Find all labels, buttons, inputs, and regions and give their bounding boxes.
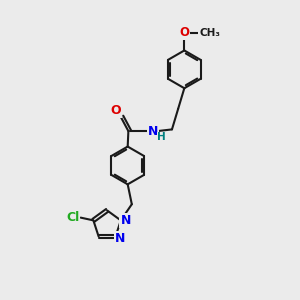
Text: H: H xyxy=(157,132,166,142)
Text: CH₃: CH₃ xyxy=(199,28,220,38)
Text: N: N xyxy=(115,232,126,245)
Text: Cl: Cl xyxy=(66,211,80,224)
Text: N: N xyxy=(120,214,131,227)
Text: O: O xyxy=(179,26,189,39)
Text: O: O xyxy=(110,104,121,117)
Text: N: N xyxy=(148,124,158,138)
